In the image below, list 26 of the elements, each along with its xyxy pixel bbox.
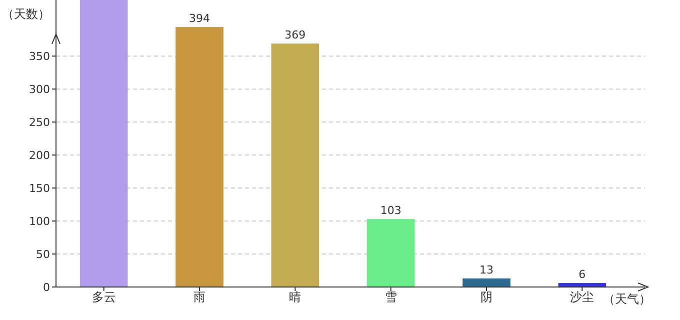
bar	[462, 278, 510, 287]
x-axis-title: （天气）	[603, 292, 651, 306]
x-tick-label: 多云	[92, 290, 116, 304]
y-tick-label: 200	[29, 148, 50, 162]
y-axis-title: （天数）	[2, 7, 50, 21]
x-tick-label: 阴	[480, 290, 492, 304]
y-tick-label: 250	[29, 116, 50, 129]
data-label: 394	[189, 12, 210, 26]
data-label: 13	[480, 263, 494, 276]
x-tick-label: 雨	[194, 290, 206, 304]
bar	[271, 44, 320, 287]
bar	[80, 0, 128, 287]
bar	[366, 219, 415, 287]
x-tick-label: 沙尘	[570, 290, 594, 304]
y-tick-label: 300	[29, 82, 50, 96]
x-tick-label: 晴	[289, 290, 302, 304]
y-tick-label: 50	[36, 248, 50, 261]
x-tick-label: 雪	[384, 290, 397, 304]
data-label: 6	[578, 268, 586, 282]
bar	[176, 27, 224, 287]
y-tick-label: 0	[43, 280, 50, 294]
data-label: 103	[380, 204, 402, 218]
y-tick-label: 100	[29, 214, 50, 228]
data-label: 369	[284, 28, 306, 42]
y-tick-label: 350	[29, 50, 50, 63]
y-tick-label: 150	[29, 182, 50, 195]
